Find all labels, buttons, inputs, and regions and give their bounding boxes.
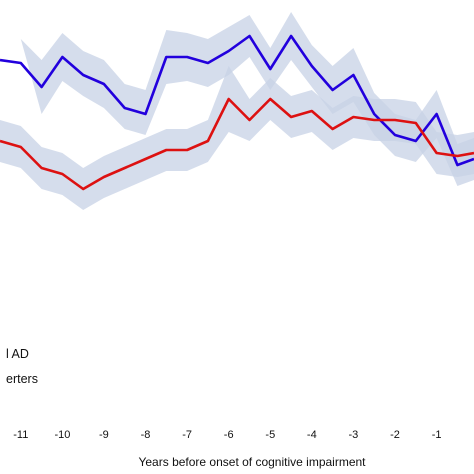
x-tick-label: -4 xyxy=(307,429,317,441)
x-axis-title: Years before onset of cognitive impairme… xyxy=(138,455,366,469)
x-tick-label: -10 xyxy=(54,429,70,441)
series-line-2 xyxy=(0,97,474,191)
series-line-1 xyxy=(0,34,474,167)
confidence-bands xyxy=(0,12,474,210)
legend: l AD erters xyxy=(6,347,38,386)
legend-entry-1: l AD xyxy=(6,347,29,361)
legend-entry-2: erters xyxy=(6,372,38,386)
series-lines xyxy=(0,34,474,191)
x-tick-label: -3 xyxy=(349,429,359,441)
x-tick-label: -5 xyxy=(265,429,275,441)
confidence-band-2 xyxy=(0,66,474,210)
x-tick-label: -11 xyxy=(13,429,28,441)
x-tick-label: -9 xyxy=(99,429,109,441)
confidence-band-1 xyxy=(0,12,474,186)
x-tick-label: -8 xyxy=(141,429,151,441)
x-tick-label: -2 xyxy=(390,429,400,441)
x-axis-ticks: -11 -10 -9 -8 -7 -6 -5 -4 -3 -2 -1 xyxy=(13,429,441,441)
x-tick-label: -7 xyxy=(182,429,192,441)
x-tick-label: -1 xyxy=(432,429,442,441)
x-tick-label: -6 xyxy=(224,429,234,441)
